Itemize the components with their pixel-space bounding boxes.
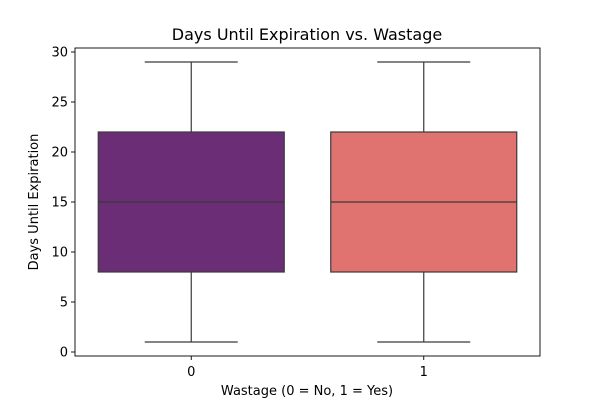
y-tick-label: 0 xyxy=(60,346,68,361)
y-tick-label: 20 xyxy=(51,146,68,161)
y-tick-label: 5 xyxy=(60,296,68,311)
box-1 xyxy=(330,61,518,343)
y-axis-label: Days Until Expiration xyxy=(27,134,42,271)
x-tick-label: 1 xyxy=(420,365,428,380)
y-tick-label: 25 xyxy=(51,96,68,111)
y-tick-label: 30 xyxy=(51,46,68,61)
x-axis-label: Wastage (0 = No, 1 = Yes) xyxy=(221,384,393,399)
y-tick-label: 10 xyxy=(51,246,68,261)
y-axis: 0 5 10 15 20 25 30 xyxy=(51,46,75,361)
boxes xyxy=(97,61,518,343)
chart-title: Days Until Expiration vs. Wastage xyxy=(172,25,442,44)
y-tick-label: 15 xyxy=(51,196,68,211)
box-0 xyxy=(97,61,285,343)
x-tick-label: 0 xyxy=(187,365,195,380)
